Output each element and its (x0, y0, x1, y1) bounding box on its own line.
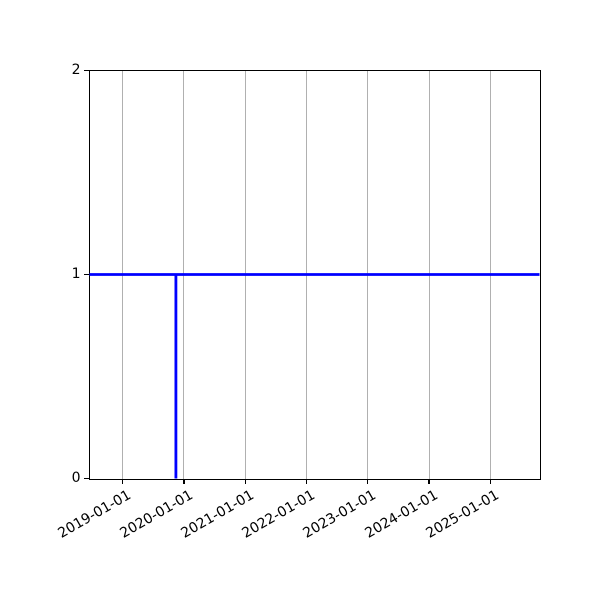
y-tick-mark (84, 477, 89, 480)
x-tick-mark (122, 479, 124, 484)
x-tick-mark (428, 479, 430, 484)
x-tick-mark (367, 479, 369, 484)
x-tick-mark (244, 479, 246, 484)
y-tick-mark (84, 69, 89, 72)
y-tick-mark (84, 273, 89, 276)
y-tick-label: 0 (71, 469, 81, 486)
plot-area (88, 69, 541, 480)
y-tick-label: 1 (71, 265, 81, 282)
y-tick-label: 2 (71, 61, 81, 78)
x-tick-mark (183, 479, 185, 484)
x-tick-mark (306, 479, 308, 484)
x-tick-mark (489, 479, 492, 484)
